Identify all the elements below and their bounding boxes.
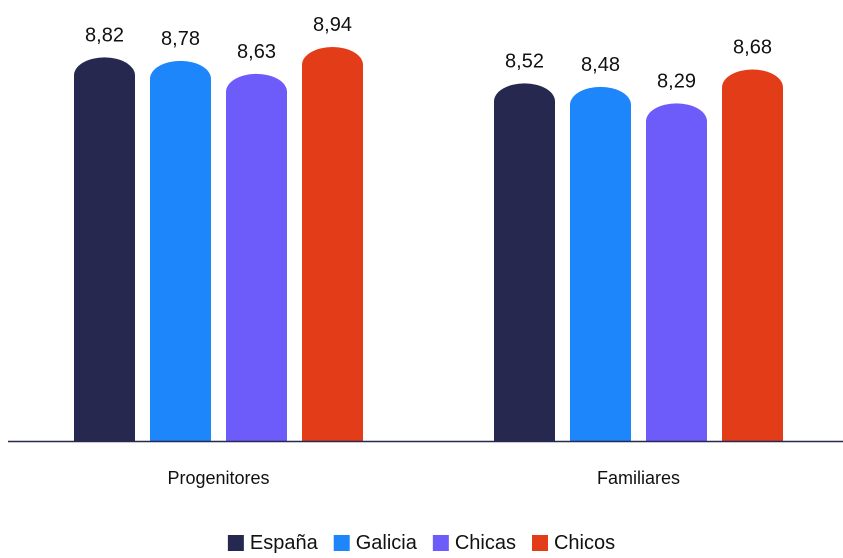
legend-item-galicia: Galicia (333, 532, 418, 554)
value-labels-layer: 8,82 8,78 8,63 8,94 8,52 8,48 8,29 8,68 (85, 14, 772, 92)
legend-swatch-chicos (531, 535, 548, 551)
legend-item-chicas: Chicas (432, 532, 516, 554)
bar-progenitores-chicos (302, 46, 363, 441)
legend-item-chicos: Chicos (531, 532, 615, 554)
bar-progenitores-chicas (226, 73, 287, 441)
legend-label-galicia: Galicia (356, 532, 418, 554)
bar-progenitores-espana (74, 57, 135, 441)
legend-label-espana: España (250, 532, 319, 554)
legend: España Galicia Chicas Chicos (227, 532, 615, 554)
legend-label-chicos: Chicos (554, 532, 615, 554)
bar-progenitores-galicia (150, 60, 211, 441)
bar-familiares-espana (494, 83, 555, 442)
category-labels-layer: Progenitores Familiares (167, 468, 680, 488)
bar-familiares-galicia (570, 86, 631, 442)
value-label-familiares-chicas: 8,29 (657, 70, 696, 92)
value-label-familiares-espana: 8,52 (505, 50, 544, 72)
value-label-progenitores-galicia: 8,78 (161, 28, 200, 50)
category-label-progenitores: Progenitores (167, 468, 269, 488)
bars-layer (74, 46, 783, 442)
value-label-familiares-galicia: 8,48 (581, 54, 620, 76)
value-label-progenitores-chicas: 8,63 (237, 41, 276, 63)
bar-familiares-chicos (722, 69, 783, 441)
legend-swatch-espana (227, 535, 244, 551)
legend-item-espana: España (227, 532, 319, 554)
value-label-familiares-chicos: 8,68 (733, 37, 772, 59)
category-label-familiares: Familiares (597, 468, 680, 488)
bar-familiares-chicas (646, 103, 707, 441)
legend-label-chicas: Chicas (455, 532, 516, 554)
legend-swatch-chicas (432, 535, 449, 551)
legend-swatch-galicia (333, 535, 350, 551)
value-label-progenitores-chicos: 8,94 (313, 14, 352, 36)
value-label-progenitores-espana: 8,82 (85, 24, 124, 46)
